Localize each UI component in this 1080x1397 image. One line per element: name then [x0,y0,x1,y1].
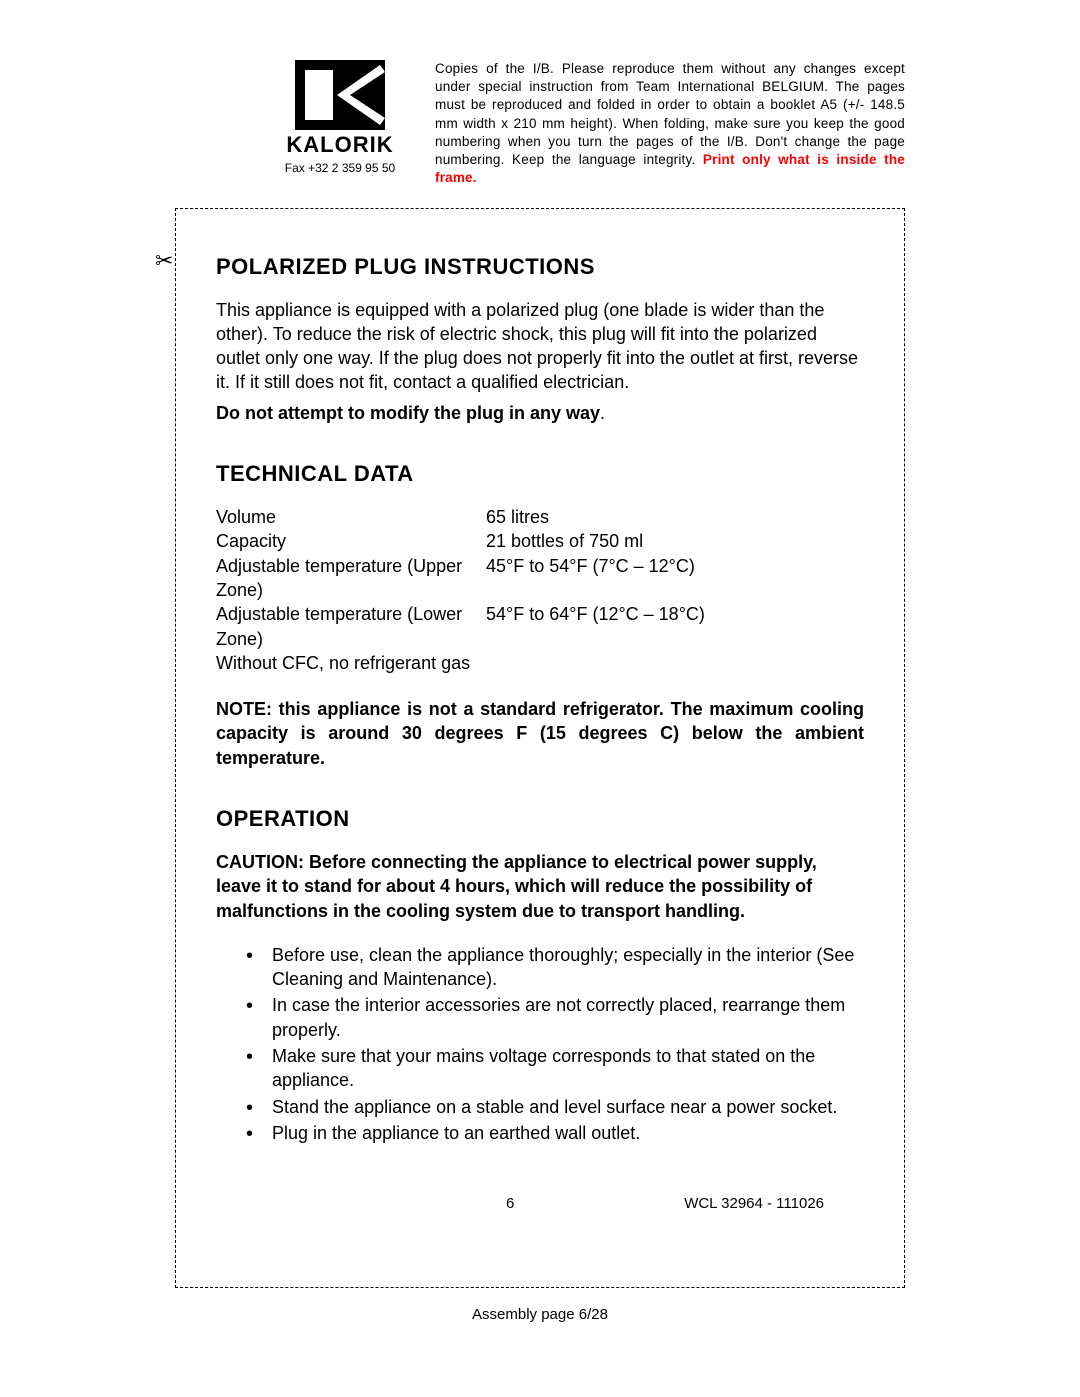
list-item: Before use, clean the appliance thorough… [246,943,864,992]
technical-note: NOTE: this appliance is not a standard r… [216,697,864,770]
section-title-technical: TECHNICAL DATA [216,461,864,487]
page-container: KALORIK Fax +32 2 359 95 50 Copies of th… [0,0,1080,1363]
fax-number: Fax +32 2 359 95 50 [285,161,395,175]
operation-bullets: Before use, clean the appliance thorough… [216,943,864,1145]
section-title-polarized: POLARIZED PLUG INSTRUCTIONS [216,254,864,280]
polarized-warning: Do not attempt to modify the plug in any… [216,401,864,425]
section-title-operation: OPERATION [216,806,864,832]
logo-block: KALORIK Fax +32 2 359 95 50 [275,60,405,175]
scissors-icon: ✂ [155,248,173,274]
technical-data-table: Volume Capacity Adjustable temperature (… [216,505,864,675]
list-item: In case the interior accessories are not… [246,993,864,1042]
tech-label: Without CFC, no refrigerant gas [216,651,486,675]
tech-value: 65 litres [486,505,864,529]
tech-value: 45°F to 54°F (7°C – 12°C) [486,554,864,578]
tech-value [486,578,864,602]
tech-labels-column: Volume Capacity Adjustable temperature (… [216,505,486,675]
page-number-row: 6 WCL 32964 - 111026 [216,1195,864,1212]
operation-caution: CAUTION: Before connecting the appliance… [216,850,864,923]
content-frame: POLARIZED PLUG INSTRUCTIONS This applian… [175,208,905,1288]
list-item: Plug in the appliance to an earthed wall… [246,1121,864,1145]
header-copy-instructions: Copies of the I/B. Please reproduce them… [435,60,905,188]
polarized-warning-dot: . [600,403,605,423]
tech-label: Volume [216,505,486,529]
list-item: Stand the appliance on a stable and leve… [246,1095,864,1119]
assembly-page-label: Assembly page 6/28 [175,1306,905,1323]
tech-label: Adjustable temperature (Lower Zone) [216,602,486,651]
svg-text:KALORIK: KALORIK [286,132,393,155]
polarized-paragraph: This appliance is equipped with a polari… [216,298,864,395]
kalorik-logo-icon: KALORIK [275,60,405,155]
document-reference: WCL 32964 - 111026 [684,1195,824,1212]
page-number: 6 [506,1195,514,1212]
tech-values-column: 65 litres 21 bottles of 750 ml 45°F to 5… [486,505,864,675]
tech-label: Capacity [216,529,486,553]
tech-value: 21 bottles of 750 ml [486,529,864,553]
tech-label: Adjustable temperature (Upper Zone) [216,554,486,603]
tech-value: 54°F to 64°F (12°C – 18°C) [486,602,864,626]
polarized-warning-bold: Do not attempt to modify the plug in any… [216,403,600,423]
list-item: Make sure that your mains voltage corres… [246,1044,864,1093]
header: KALORIK Fax +32 2 359 95 50 Copies of th… [175,60,905,188]
